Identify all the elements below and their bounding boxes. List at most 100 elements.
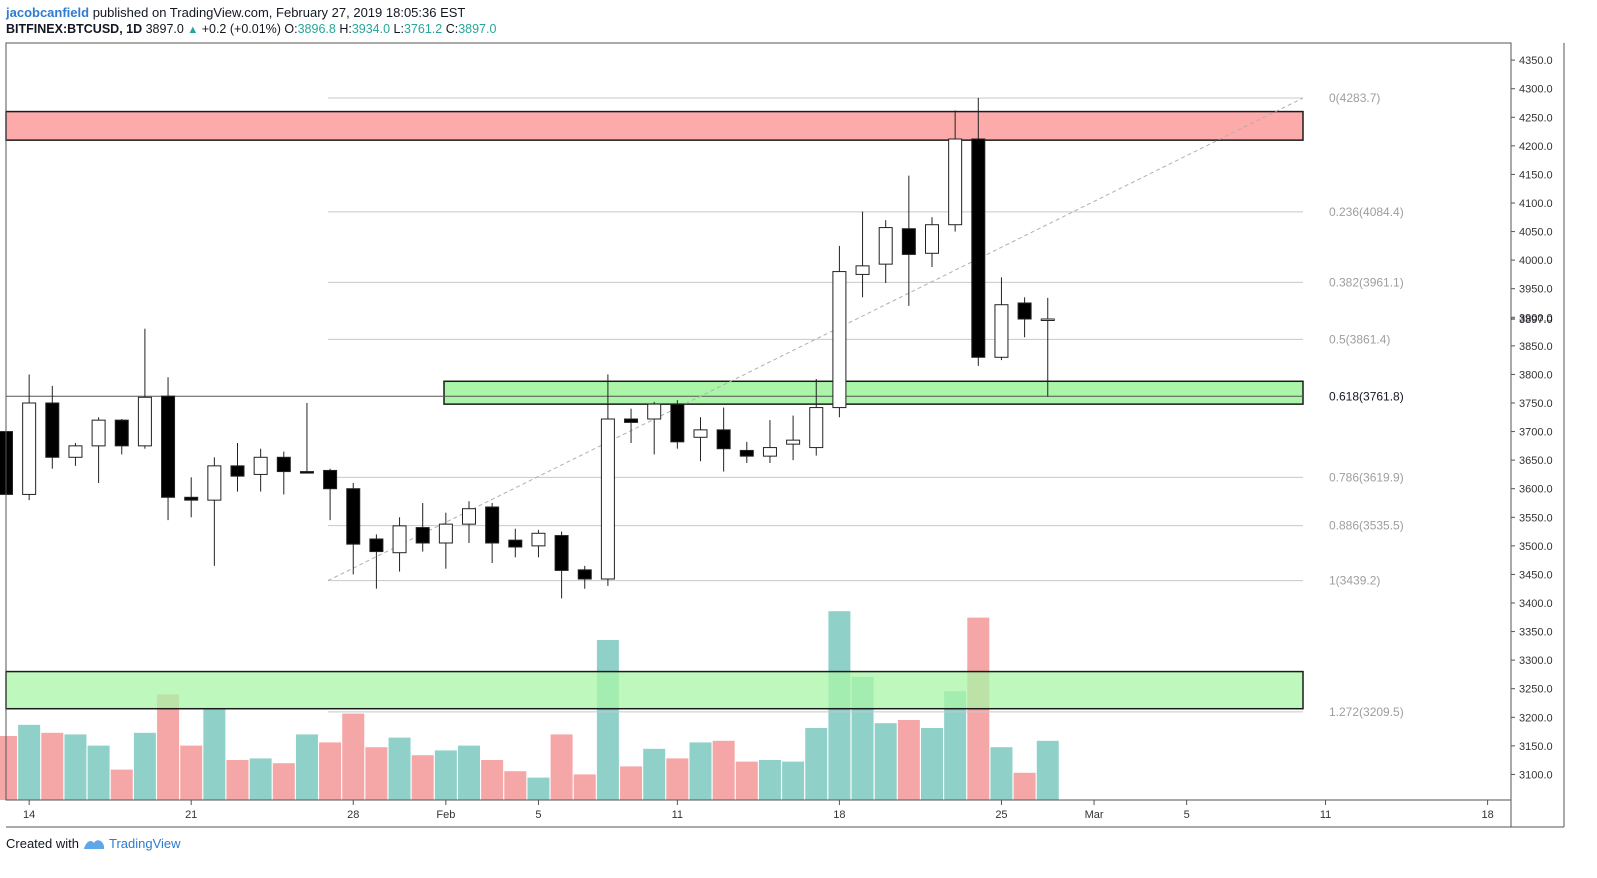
volume-bar xyxy=(666,758,689,800)
volume-bar xyxy=(643,748,666,800)
volume-bar xyxy=(87,745,110,800)
volume-bar xyxy=(226,760,249,800)
open-label: O: xyxy=(284,22,298,36)
price-tick-label: 3750.0 xyxy=(1519,398,1553,410)
candle-body xyxy=(369,538,384,553)
price-tick-label: 3550.0 xyxy=(1519,512,1553,524)
price-tick-label: 3950.0 xyxy=(1519,284,1553,296)
price-tick-label: 3850.0 xyxy=(1519,341,1553,353)
low-value: 3761.2 xyxy=(403,22,443,36)
price-tick-label: 4000.0 xyxy=(1519,255,1553,267)
candle-body xyxy=(786,439,801,445)
volume-bar xyxy=(180,745,203,800)
candle-body xyxy=(878,227,893,265)
tradingview-logo-icon xyxy=(83,839,104,849)
price-tick-label: 3500.0 xyxy=(1519,541,1553,553)
candle-body xyxy=(462,508,476,525)
fib-label: 0.618(3761.8) xyxy=(1329,389,1404,403)
zone-support-0618 xyxy=(443,380,1304,405)
candles-layer xyxy=(0,97,1055,599)
volume-bar xyxy=(550,734,573,800)
volume-bar xyxy=(365,747,388,800)
fib-label: 1(3439.2) xyxy=(1329,574,1380,588)
volume-bar xyxy=(944,691,967,800)
close-value: 3897.0 xyxy=(458,22,497,36)
candle-body xyxy=(207,465,222,501)
low-label: L: xyxy=(393,22,404,36)
candle-body xyxy=(323,469,338,490)
price-tick-label: 3250.0 xyxy=(1519,684,1553,696)
published-text: published on TradingView.com, February 2… xyxy=(92,5,466,20)
plot-frame xyxy=(5,42,1512,801)
price-tick-label: 3700.0 xyxy=(1519,427,1553,439)
candle-body xyxy=(855,265,870,275)
author-link[interactable]: jacobcanfield xyxy=(6,5,90,20)
candle-body xyxy=(762,447,777,457)
zone-support-lower xyxy=(5,670,1304,710)
time-tick-label: 14 xyxy=(23,809,35,821)
fib-label: 0.886(3535.5) xyxy=(1329,519,1404,533)
candle-body xyxy=(22,402,37,495)
volume-bar xyxy=(735,761,758,800)
volume-bar xyxy=(41,732,64,800)
time-tick-label: 21 xyxy=(185,809,197,821)
time-tick-label: 11 xyxy=(1320,809,1331,821)
volume-bar xyxy=(272,763,295,800)
frame-layer xyxy=(5,42,1565,828)
volume-bar xyxy=(18,724,41,800)
candle-body xyxy=(693,429,708,438)
zone-resistance xyxy=(5,110,1304,141)
candle-body xyxy=(647,403,662,420)
time-tick-label: 5 xyxy=(535,809,541,821)
price-tick-label: 3200.0 xyxy=(1519,712,1553,724)
volume-bar xyxy=(110,769,133,800)
symbol-label[interactable]: BITFINEX:BTCUSD, 1D xyxy=(6,22,143,36)
candle-body xyxy=(1040,318,1055,321)
open-value: 3896.8 xyxy=(297,22,336,36)
fib-label: 0.5(3861.4) xyxy=(1329,332,1390,346)
volume-bar xyxy=(874,723,897,800)
candle-body xyxy=(994,304,1009,358)
volume-bar xyxy=(458,745,480,800)
price-tick-label: 3800.0 xyxy=(1519,369,1553,381)
tradingview-brand-link[interactable]: TradingView xyxy=(108,836,181,851)
fib-label: 0.382(3961.1) xyxy=(1329,275,1404,289)
price-tick-label: 4350.0 xyxy=(1519,55,1553,67)
volume-bar xyxy=(527,777,550,800)
candle-body xyxy=(577,569,592,580)
volume-bar xyxy=(411,755,434,800)
volume-bar xyxy=(295,734,318,800)
fib-label: 0(4283.7) xyxy=(1329,91,1380,105)
volume-bar xyxy=(133,732,156,800)
volume-bar xyxy=(758,760,781,800)
change-value: +0.2 (+0.01%) xyxy=(201,22,281,36)
time-tick-label: 11 xyxy=(672,809,683,821)
candle-body xyxy=(346,488,361,545)
candle-body xyxy=(276,456,291,473)
volume-bar xyxy=(64,734,87,800)
volume-bar xyxy=(249,758,272,800)
time-tick-label: 18 xyxy=(833,809,845,821)
candle-body xyxy=(901,228,916,255)
price-tick-label: 4100.0 xyxy=(1519,198,1553,210)
fib-label: 0.236(4084.4) xyxy=(1329,205,1404,219)
close-label: C: xyxy=(445,22,459,36)
candle-body xyxy=(971,138,986,358)
volume-bar xyxy=(897,720,920,800)
last-price-value: 3897.0 xyxy=(145,22,184,36)
fib-label: 1.272(3209.5) xyxy=(1329,705,1404,719)
candle-body xyxy=(253,456,268,475)
volume-bar xyxy=(689,742,712,800)
price-axis: 3100.0 3150.0 3200.0 3250.0 3300.0 3350.0 3400… xyxy=(1511,55,1553,781)
candle-body xyxy=(508,539,523,548)
high-value: 3934.0 xyxy=(351,22,391,36)
candle-body xyxy=(739,449,754,457)
volume-bar xyxy=(319,742,342,800)
candle-body xyxy=(68,445,83,458)
candle-body xyxy=(1017,302,1032,320)
price-tick-label: 3350.0 xyxy=(1519,627,1553,639)
candle-body xyxy=(948,138,963,226)
fib-label: 0.786(3619.9) xyxy=(1329,470,1404,484)
created-with-text: Created with xyxy=(6,836,79,851)
